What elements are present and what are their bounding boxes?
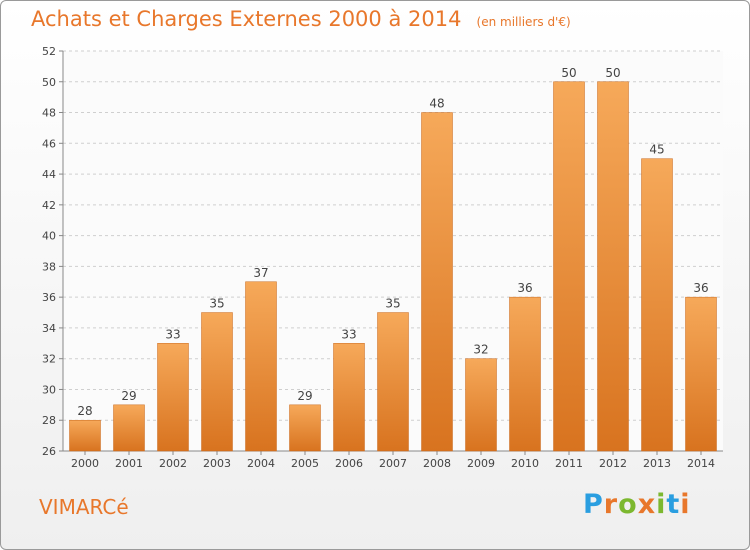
x-tick-label: 2008	[423, 457, 451, 470]
data-label: 29	[121, 389, 136, 403]
bar-2009	[465, 358, 497, 452]
y-tick-label: 50	[42, 76, 56, 89]
data-labels: 28 29 33 35 37 29 33 35 48 32 36 50 50 45 36	[77, 66, 708, 418]
data-label: 36	[693, 281, 708, 295]
x-tick-label: 2005	[291, 457, 319, 470]
y-tick-label: 28	[42, 414, 56, 427]
data-label: 28	[77, 404, 92, 418]
x-tick-label: 2004	[247, 457, 275, 470]
x-tick-label: 2006	[335, 457, 363, 470]
bar-2012	[597, 81, 629, 452]
logo-letter: i	[680, 489, 691, 520]
bar-2000	[69, 419, 101, 452]
data-label: 36	[517, 281, 532, 295]
x-tick-label: 2002	[159, 457, 187, 470]
x-tick-label: 2013	[643, 457, 671, 470]
x-tick-label: 2012	[599, 457, 627, 470]
data-label: 50	[605, 66, 620, 80]
bar-2014	[685, 296, 717, 452]
x-tick-label: 2000	[71, 457, 99, 470]
y-tick-label: 52	[42, 45, 56, 58]
bar-2005	[289, 404, 321, 452]
logo-letter: o	[618, 489, 638, 520]
bar-2013	[641, 158, 673, 452]
y-tick-label: 40	[42, 230, 56, 243]
bar-2004	[245, 281, 277, 452]
data-label: 48	[429, 97, 444, 111]
data-label: 37	[253, 266, 268, 280]
chart-subtitle: (en milliers d'€)	[476, 15, 571, 29]
y-tick-label: 34	[42, 322, 56, 335]
y-tick-label: 44	[42, 168, 56, 181]
y-tick-label: 38	[42, 260, 56, 273]
bar-2002	[157, 343, 189, 452]
logo-letter: r	[603, 489, 619, 520]
y-tick-label: 48	[42, 107, 56, 120]
data-label: 50	[561, 66, 576, 80]
x-tick-label: 2003	[203, 457, 231, 470]
x-tick-label: 2009	[467, 457, 495, 470]
chart-title: Achats et Charges Externes 2000 à 2014	[31, 7, 462, 31]
proxiti-logo[interactable]: Proxiti	[583, 489, 691, 520]
y-tick-label: 30	[42, 383, 56, 396]
logo-letter: x	[637, 489, 657, 520]
x-tick-label: 2001	[115, 457, 143, 470]
logo-letter: P	[583, 489, 604, 520]
data-label: 35	[209, 297, 224, 311]
x-tick-label: 2010	[511, 457, 539, 470]
data-label: 35	[385, 297, 400, 311]
y-tick-label: 26	[42, 445, 56, 458]
bars	[69, 81, 717, 452]
x-tick-label: 2011	[555, 457, 583, 470]
y-tick-label: 32	[42, 353, 56, 366]
data-label: 33	[341, 327, 356, 341]
x-tick-label: 2007	[379, 457, 407, 470]
y-tick-label: 46	[42, 137, 56, 150]
data-label: 29	[297, 389, 312, 403]
bar-2003	[201, 312, 233, 452]
bar-2001	[113, 404, 145, 452]
title-row: Achats et Charges Externes 2000 à 2014 (…	[31, 7, 571, 31]
y-tick-label: 42	[42, 199, 56, 212]
bar-2006	[333, 343, 365, 452]
x-tick-label: 2014	[687, 457, 715, 470]
bar-2007	[377, 312, 409, 452]
bar-2008	[421, 112, 453, 452]
data-label: 45	[649, 143, 664, 157]
y-tick-label: 36	[42, 291, 56, 304]
bar-2011	[553, 81, 585, 452]
logo-letter: i	[656, 489, 667, 520]
bar-2010	[509, 296, 541, 452]
data-label: 32	[473, 343, 488, 357]
city-name: VIMARCé	[39, 495, 129, 519]
logo-letter: t	[666, 489, 681, 520]
data-label: 33	[165, 327, 180, 341]
